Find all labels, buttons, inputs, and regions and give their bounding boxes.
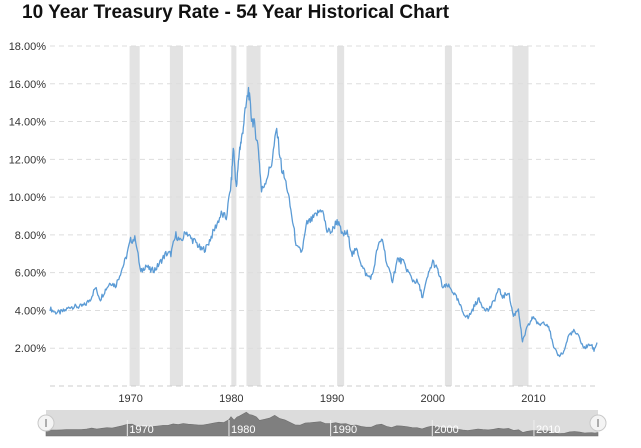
plot-lines: [49, 86, 598, 358]
x-tick-label: 2010: [521, 393, 545, 405]
navigator-area-series: [45, 411, 599, 437]
x-tick-label: 2000: [421, 393, 445, 405]
x-tick-label: 1990: [320, 393, 344, 405]
navigator-tick-label: 1990: [333, 424, 357, 436]
navigator-left-handle[interactable]: [37, 414, 55, 432]
recession-band: [246, 46, 261, 386]
recession-band: [444, 46, 452, 386]
y-tick-label: 10.00%: [9, 192, 47, 204]
y-axis: 2.00% 4.00% 6.00% 8.00% 10.00% 12.00% 14.00% 16…: [9, 41, 47, 355]
x-tick-label: 1970: [118, 393, 142, 405]
y-tick-label: 4.00%: [15, 305, 46, 317]
navigator-tick-label: 2000: [434, 424, 458, 436]
recession-band: [129, 46, 140, 386]
x-axis: 1970 1980 1990 2000 2010: [118, 393, 545, 405]
y-tick-label: 18.00%: [9, 41, 47, 53]
recession-band: [337, 46, 345, 386]
y-tick-label: 6.00%: [15, 268, 46, 280]
y-tick-label: 16.00%: [9, 79, 47, 91]
y-tick-label: 14.00%: [9, 117, 47, 129]
series-line: [49, 86, 598, 358]
y-tick-label: 2.00%: [15, 343, 46, 355]
recession-band: [512, 46, 529, 386]
navigator-tick-label: 1980: [231, 424, 255, 436]
navigator[interactable]: 1970 1980 1990 2000 2010: [37, 410, 607, 437]
y-tick-label: 12.00%: [9, 154, 47, 166]
navigator-tick-label: 2010: [536, 424, 560, 436]
y-tick-label: 8.00%: [15, 230, 46, 242]
recession-bands: [129, 46, 529, 386]
recession-band: [231, 46, 237, 386]
recession-band: [169, 46, 183, 386]
navigator-tick-label: 1970: [129, 424, 153, 436]
gridlines: [50, 45, 597, 387]
navigator-axis: 1970 1980 1990 2000 2010: [126, 420, 560, 436]
navigator-right-handle[interactable]: [589, 414, 607, 432]
chart-title: 10 Year Treasury Rate - 54 Year Historic…: [22, 2, 450, 23]
x-tick-label: 1980: [219, 393, 243, 405]
